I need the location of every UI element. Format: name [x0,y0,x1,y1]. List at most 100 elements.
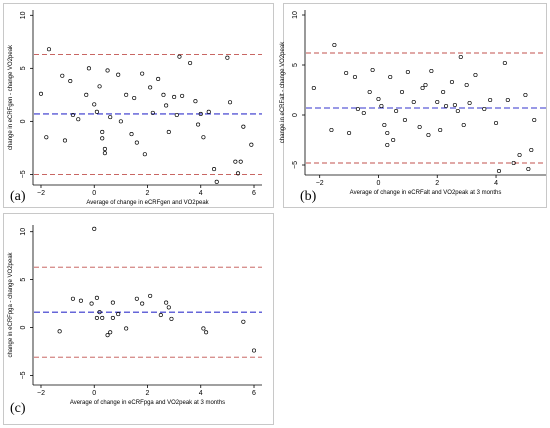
panel-a-data-point [227,100,233,105]
panel-c-data-point [134,296,139,301]
panel-b-data-point [444,103,449,109]
panel-b-data-point [496,168,502,174]
panel-c-data-point [94,315,99,320]
panel-c-label: (c) [10,401,26,416]
panel-c-data-point [241,319,246,324]
panel-b-data-point [461,122,466,128]
panel-a-frame [3,3,274,208]
panel-c-data-point [105,333,110,338]
panel-c-data-point [166,305,171,310]
panel-a-y-tick-label: −5 [20,170,27,178]
panel-b-data-point [311,85,316,91]
panel-c-data-point [57,329,62,334]
panel-a-data-point [177,54,182,59]
panel-b-y-tick-label: 10 [292,11,299,19]
panel-c-data-point [78,298,83,303]
panel-b-data-point [452,102,457,108]
panel-c-data-point [251,348,257,353]
panel-c-y-tick-label: −5 [20,371,27,379]
panel-b-data-point [523,92,528,98]
panel-a-data-point [174,112,179,118]
panel-a-data-point [235,171,241,176]
panel-b-data-point [449,79,455,85]
panel-a-data-point [161,92,166,97]
panel-b-data-point [417,124,422,130]
panel-a-y-tick-label: 10 [20,11,27,19]
panel-a-data-point [118,119,123,124]
panel-b-data-point [361,110,366,116]
panel-b-data-point [458,54,463,60]
panel-a-data-point [196,122,201,127]
panel-c-y-tick-label: 0 [20,325,27,329]
panel-c-data-point [108,330,113,335]
panel-a-data-point [132,95,137,101]
panel-c-data-point [201,326,206,331]
panel-c-data-point [169,316,174,321]
panel-a-data-point [100,129,105,135]
panel-c-data-point [116,312,121,317]
panel-a-data-point [193,99,198,104]
panel-b-y-tick-label: 5 [292,63,299,67]
panel-a-data-point [166,129,171,135]
panel-a-data-point [249,142,254,147]
panel-b-data-point [438,127,443,133]
panel-b-x-axis-title: Average of change in eCRFalt and VO2peak… [350,190,502,196]
panel-c-x-tick-label: 4 [199,390,203,397]
panel-b-data-point [482,106,487,112]
panel-a-data-point [214,179,219,184]
panel-a-y-tick-label: 0 [20,119,27,123]
panel-a-x-tick-label: 2 [146,190,150,197]
panel-b-data-point [493,120,499,126]
panel-a: −2 0 2 4 6 −5 0 5 10 Average of change in eCRFgen… [8,10,262,206]
panel-b-data-point [435,99,440,105]
panel-b-y-tick-label: 0 [292,113,299,117]
panel-a-data-point [94,109,99,114]
panel-c-data-point [204,330,209,335]
panel-a-y-axis-title: change in eCRFgen - change VO2peak [8,44,14,150]
panel-c-data-point [148,293,153,298]
panel-b-data-point [344,70,349,76]
panel-c-data-point [100,315,105,320]
panel-a-data-point [68,79,73,84]
panel-c-data-point [92,226,97,231]
panel-c-data-point [110,300,115,305]
panel-b-data-point [441,89,446,95]
panel-a-data-point [129,132,134,137]
panel-a-data-point [164,103,169,108]
panel-b-data-point [502,60,507,66]
panel-b-data-point [388,74,393,80]
panel-b-data-point [464,82,469,88]
panel-b-data-point [426,132,431,138]
panel-b-data-point [399,89,405,95]
panel-a-data-point [97,84,102,89]
panel-a-data-point [60,73,65,78]
panel-b-data-point [473,72,478,78]
panel-a-data-point [46,47,52,52]
panel-a-data-point [142,152,147,157]
panel-b-x-tick-label: 4 [494,180,498,187]
panel-b-data-point [529,147,534,153]
panel-b-data-point [511,160,516,166]
panel-b-data-point [376,96,381,102]
panel-a-x-tick-label: −2 [37,190,45,197]
panel-a-x-axis-title: Average of change in eCRFgen and VO2peak [86,200,209,206]
panel-b: −2 0 2 4 −5 0 5 10 Average of change in eCRFalt … [280,10,546,204]
panel-b-data-point [370,67,375,73]
panel-c-frame [3,213,274,425]
panel-a-data-point [76,117,81,122]
panel-a-data-point [92,102,97,107]
panel-a-label: (a) [10,189,26,204]
panel-b-data-point [526,166,531,172]
panel-b-data-point [420,85,425,91]
panel-b-x-tick-label: 2 [435,180,439,187]
panel-a-data-point [172,94,177,100]
panel-a-data-point [86,66,91,71]
panel-b-y-axis-title: change in eCRFalt - change VO2peak [280,41,286,143]
panel-c-y-tick-label: 10 [20,228,27,236]
panel-b-label: (b) [300,189,317,204]
panel-b-data-point [385,142,390,148]
panel-c-y-tick-label: 5 [20,278,27,282]
panel-c-x-tick-label: 2 [146,390,150,397]
panel-a-x-tick-label: 4 [199,190,203,197]
panel-b-data-point [347,130,352,136]
